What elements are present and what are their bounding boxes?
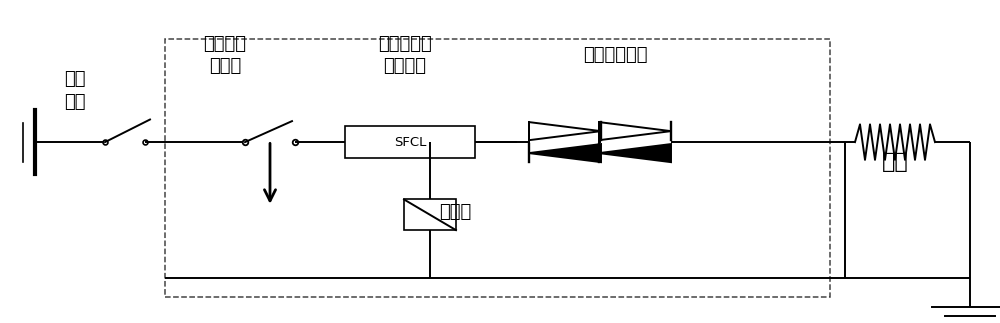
Text: 负载: 负载 xyxy=(882,151,908,172)
Text: 隔离
开关: 隔离 开关 xyxy=(64,70,86,110)
Bar xyxy=(404,199,456,230)
Polygon shape xyxy=(599,144,671,162)
Text: 电力电子开关: 电力电子开关 xyxy=(583,46,647,64)
Text: 超快速机
械开关: 超快速机 械开关 xyxy=(204,35,246,75)
Text: SFCL: SFCL xyxy=(394,136,426,149)
Text: 超导故障电
流限制器: 超导故障电 流限制器 xyxy=(378,35,432,75)
Bar xyxy=(345,126,475,158)
Text: 避雷器: 避雷器 xyxy=(439,203,471,221)
Polygon shape xyxy=(529,144,601,162)
Bar xyxy=(165,39,830,297)
